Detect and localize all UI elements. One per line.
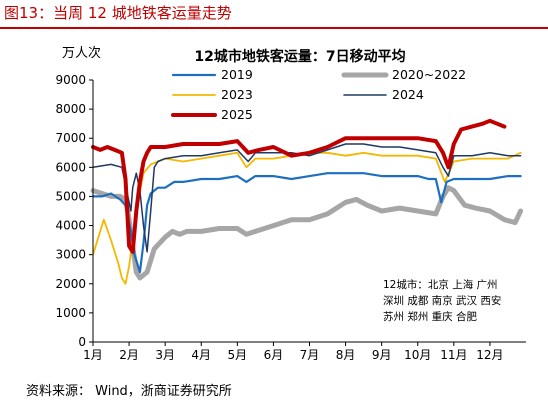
figure-label: 图13： [4,4,54,22]
city-note-line: 12城市：北京 上海 广州 [383,278,498,291]
x-tick-label: 10月 [404,348,431,362]
legend-label: 2019 [221,67,253,82]
x-axis: 1月 2月 3月 4月 5月 6月 7月 8月 9月 10月 11月 12月 [83,342,504,362]
x-tick-label: 4月 [191,348,211,362]
series-line-2019 [91,172,522,274]
x-tick-label: 12月 [476,348,503,362]
source-note: 资料来源： Wind，浙商证券研究所 [26,384,232,399]
y-tick-label: 9000 [55,73,86,87]
series-line-2020-2022 [90,185,524,281]
legend-label: 2025 [221,107,253,122]
x-tick-label: 6月 [264,348,284,362]
x-tick-label: 11月 [440,348,467,362]
y-tick-label: 5000 [55,189,86,203]
legend-label: 2024 [392,87,424,102]
y-tick-label: 1000 [55,306,86,320]
y-tick-label: 4000 [55,219,86,233]
y-axis: 0 1000 2000 3000 4000 5000 6000 7000 8000 9000 [55,73,93,349]
legend-label: 2023 [221,87,253,102]
chart-title: 12城市地铁客运量：7日移动平均 [194,48,405,65]
x-tick-label: 9月 [372,348,392,362]
city-note-line: 深圳 成都 南京 武汉 西安 [383,294,501,307]
y-tick-label: 6000 [55,160,86,174]
x-tick-label: 3月 [155,348,175,362]
series-line-2025 [91,118,507,254]
y-axis-unit: 万人次 [62,45,101,61]
series-line-2023 [92,151,522,285]
legend-label: 2020~2022 [392,67,466,82]
y-tick-label: 0 [78,335,86,349]
x-tick-label: 5月 [228,348,248,362]
series-line-2024 [92,143,522,253]
y-tick-label: 2000 [55,277,86,291]
y-tick-label: 8000 [55,102,86,116]
city-note-line: 苏州 郑州 重庆 合肥 [383,310,478,323]
y-tick-label: 7000 [55,131,86,145]
legend: 2019 2020~2022 2023 2024 2025 [171,67,466,122]
x-tick-label: 2月 [119,348,139,362]
x-tick-label: 7月 [300,348,320,362]
y-tick-label: 3000 [55,248,86,262]
series-layer [90,118,524,285]
figure-heading: 当周 12 城地铁客运量走势 [53,4,232,22]
figure-title: 图13：当周 12 城地铁客运量走势 [4,2,232,23]
x-tick-label: 8月 [336,348,356,362]
title-rule [0,27,548,29]
x-tick-label: 1月 [83,348,103,362]
